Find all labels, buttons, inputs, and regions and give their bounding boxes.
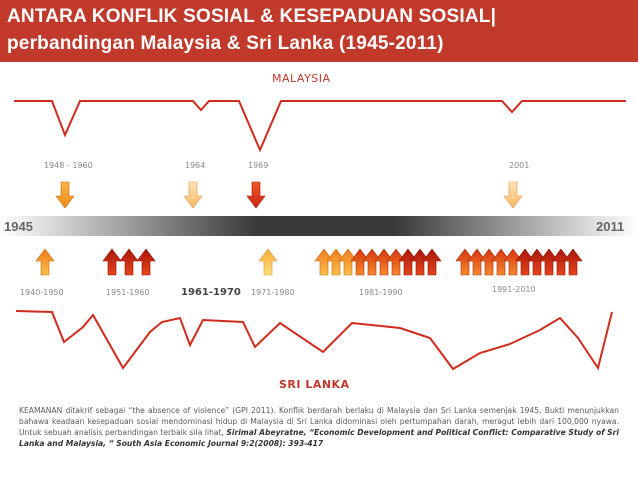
srilanka-conflict-arrow bbox=[539, 248, 559, 276]
malaysia-trend-line bbox=[14, 100, 626, 153]
srilanka-period-label: 1971-1980 bbox=[251, 288, 295, 297]
srilanka-conflict-arrow bbox=[362, 248, 382, 276]
srilanka-conflict-arrow bbox=[527, 248, 547, 276]
srilanka-conflict-arrow bbox=[491, 248, 511, 276]
srilanka-conflict-arrow bbox=[551, 248, 571, 276]
timeline-bar bbox=[0, 216, 638, 236]
title-bar: ANTARA KONFLIK SOSIAL & KESEPADUAN SOSIA… bbox=[0, 0, 638, 62]
srilanka-label: SRI LANKA bbox=[279, 378, 350, 391]
srilanka-conflict-arrow bbox=[326, 248, 346, 276]
footer-note: KEAMANAN ditakrif sebagai “the absence o… bbox=[19, 405, 619, 449]
srilanka-conflict-arrow bbox=[563, 248, 583, 276]
srilanka-conflict-arrow bbox=[410, 248, 430, 276]
srilanka-conflict-arrow bbox=[119, 248, 139, 276]
srilanka-period-label: 1940-1950 bbox=[20, 288, 64, 297]
srilanka-conflict-arrow bbox=[102, 248, 122, 276]
srilanka-conflict-arrow bbox=[515, 248, 535, 276]
srilanka-period-label: 1951-1960 bbox=[106, 288, 150, 297]
srilanka-conflict-arrow bbox=[467, 248, 487, 276]
srilanka-conflict-arrow bbox=[422, 248, 442, 276]
timeline-end-year: 2011 bbox=[596, 219, 625, 234]
malaysia-conflict-arrow bbox=[503, 181, 523, 209]
malaysia-conflict-arrow bbox=[183, 181, 203, 209]
srilanka-conflict-arrow bbox=[338, 248, 358, 276]
malaysia-conflict-arrow bbox=[246, 181, 266, 209]
srilanka-period-label: 1981-1990 bbox=[359, 288, 403, 297]
srilanka-conflict-arrow bbox=[479, 248, 499, 276]
srilanka-conflict-arrow bbox=[258, 248, 278, 276]
srilanka-conflict-arrow bbox=[386, 248, 406, 276]
srilanka-conflict-arrow bbox=[314, 248, 334, 276]
srilanka-period-label: 1961-1970 bbox=[181, 287, 241, 298]
slide-subtitle: perbandingan Malaysia & Sri Lanka (1945-… bbox=[7, 33, 444, 54]
srilanka-conflict-arrow bbox=[455, 248, 475, 276]
slide-title: ANTARA KONFLIK SOSIAL & KESEPADUAN SOSIA… bbox=[7, 6, 497, 27]
srilanka-conflict-arrow bbox=[136, 248, 156, 276]
malaysia-period-label: 1948 - 1960 bbox=[44, 161, 93, 170]
malaysia-period-label: 1964 bbox=[185, 161, 206, 170]
srilanka-trend-line bbox=[15, 310, 613, 371]
srilanka-conflict-arrow bbox=[398, 248, 418, 276]
timeline-start-year: 1945 bbox=[4, 219, 33, 234]
srilanka-conflict-arrow bbox=[503, 248, 523, 276]
srilanka-conflict-arrow bbox=[350, 248, 370, 276]
srilanka-conflict-arrow bbox=[374, 248, 394, 276]
malaysia-period-label: 1969 bbox=[248, 161, 269, 170]
footer-text: KEAMANAN ditakrif sebagai “the absence o… bbox=[19, 406, 619, 437]
malaysia-conflict-arrow bbox=[55, 181, 75, 209]
malaysia-period-label: 2001 bbox=[509, 161, 530, 170]
malaysia-label: MALAYSIA bbox=[272, 72, 331, 85]
srilanka-period-label: 1991-2010 bbox=[492, 285, 536, 294]
footer-citation: Sirimal Abeyratne, “Economic Development… bbox=[19, 428, 619, 448]
srilanka-conflict-arrow bbox=[35, 248, 55, 276]
